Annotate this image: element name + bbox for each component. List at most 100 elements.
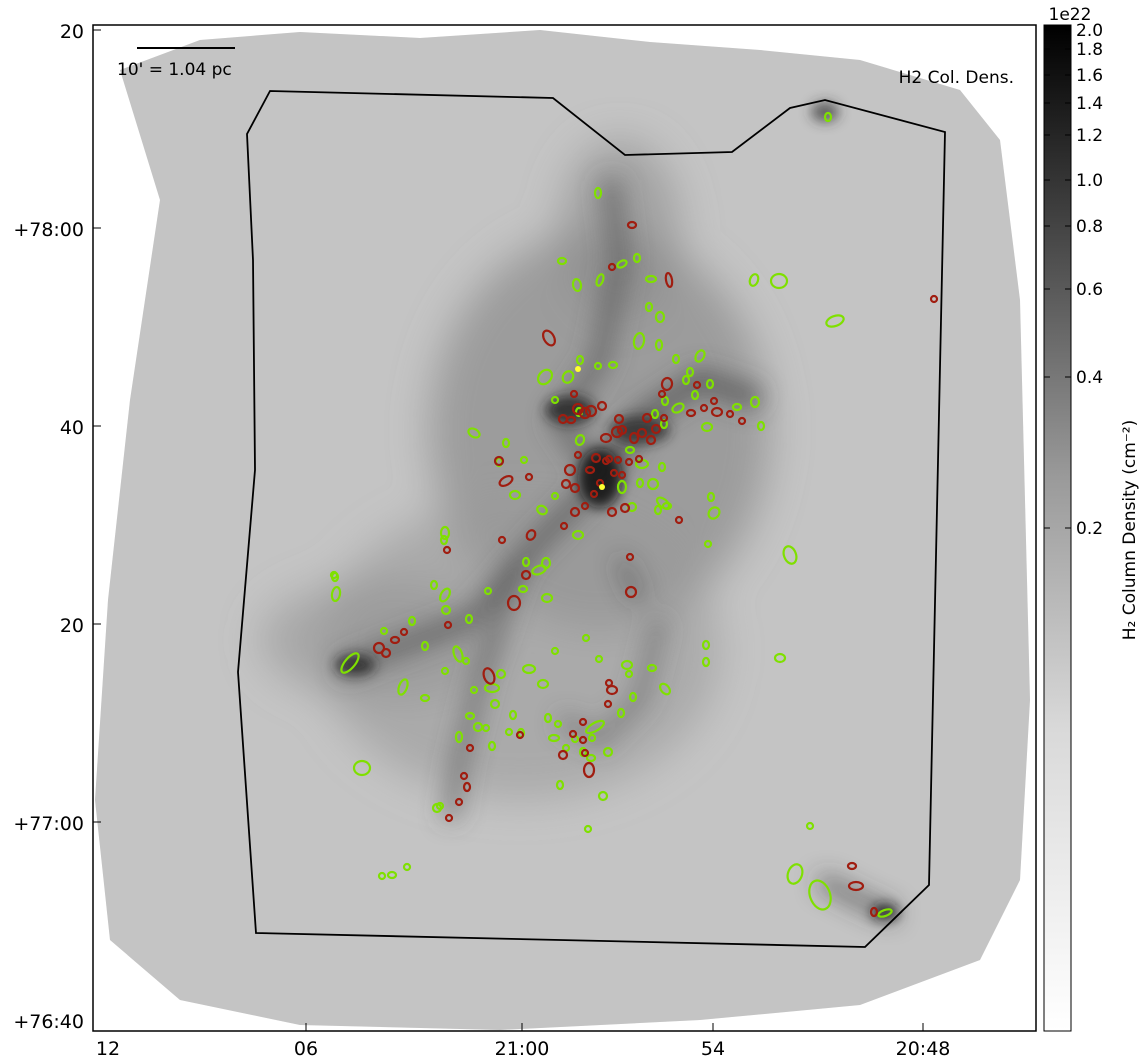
red-source-ellipse bbox=[709, 396, 719, 406]
red-source-ellipse bbox=[578, 735, 588, 745]
map-label: H2 Col. Dens. bbox=[899, 68, 1014, 88]
red-source-ellipse bbox=[601, 456, 611, 466]
red-source-ellipse bbox=[660, 376, 674, 392]
red-source-ellipse bbox=[674, 515, 684, 525]
red-source-ellipse bbox=[389, 635, 401, 645]
green-source-ellipse bbox=[786, 863, 804, 885]
green-source-ellipse bbox=[661, 501, 673, 511]
red-source-ellipse bbox=[929, 294, 939, 304]
colorbar-tick-label: 0.6 bbox=[1076, 280, 1103, 300]
green-source-ellipse bbox=[556, 256, 568, 266]
yellow-sources bbox=[575, 366, 605, 490]
colorbar-tick-label: 0.8 bbox=[1076, 217, 1103, 237]
green-source-ellipse bbox=[646, 663, 658, 673]
green-source-ellipse bbox=[419, 693, 431, 703]
red-source-ellipse bbox=[559, 521, 569, 531]
green-source-ellipse bbox=[616, 707, 626, 719]
red-source-ellipse bbox=[692, 380, 702, 390]
red-source-ellipse bbox=[524, 472, 534, 482]
green-source-ellipse bbox=[646, 477, 660, 491]
red-source-ellipse bbox=[399, 627, 409, 637]
red-source-ellipse bbox=[650, 423, 662, 435]
red-source-ellipse bbox=[582, 761, 596, 779]
green-source-ellipse bbox=[464, 613, 474, 625]
colorbar-tick-label: 1.8 bbox=[1076, 40, 1103, 60]
x-tick-label: 54 bbox=[701, 1038, 725, 1060]
green-source-ellipse bbox=[808, 879, 832, 911]
green-source-ellipse bbox=[330, 585, 342, 603]
green-source-ellipse bbox=[581, 633, 591, 643]
green-source-ellipse bbox=[671, 402, 685, 414]
red-source-ellipse bbox=[565, 415, 577, 425]
red-source-ellipse bbox=[610, 425, 624, 439]
green-source-ellipse bbox=[440, 604, 452, 616]
green-source-ellipse bbox=[632, 331, 646, 351]
colorbar-tick-label: 1.6 bbox=[1076, 66, 1103, 86]
red-source-ellipse bbox=[515, 730, 525, 740]
green-source-ellipse bbox=[583, 824, 593, 834]
red-source-ellipse bbox=[609, 468, 619, 478]
scale-bar-label: 10' = 1.04 pc bbox=[117, 60, 232, 80]
red-source-ellipse bbox=[584, 465, 596, 475]
y-tick-label: +78:00 bbox=[13, 219, 84, 241]
green-source-ellipse bbox=[454, 730, 464, 744]
red-source-ellipse bbox=[636, 427, 648, 439]
red-source-ellipse bbox=[846, 861, 858, 871]
red-source-ellipse bbox=[664, 271, 674, 289]
green-source-ellipse bbox=[593, 186, 603, 200]
red-source-ellipse bbox=[628, 431, 640, 445]
green-source-ellipse bbox=[561, 370, 575, 384]
green-source-ellipse bbox=[616, 259, 628, 269]
green-source-ellipse bbox=[748, 273, 760, 287]
colorbar-tick-label: 1.0 bbox=[1076, 171, 1103, 191]
green-source-ellipse bbox=[397, 678, 409, 696]
green-source-ellipse bbox=[537, 368, 553, 386]
green-source-ellipse bbox=[597, 790, 609, 802]
green-source-ellipse bbox=[464, 711, 476, 721]
green-source-ellipse bbox=[420, 640, 430, 652]
x-tick-label: 12 bbox=[96, 1038, 120, 1060]
green-source-ellipse bbox=[694, 349, 706, 363]
red-source-ellipse bbox=[442, 545, 452, 555]
green-source-ellipse bbox=[706, 491, 716, 503]
green-source-ellipse bbox=[571, 277, 583, 293]
red-source-ellipse bbox=[590, 452, 602, 464]
green-source-ellipse bbox=[508, 489, 522, 501]
red-source-ellipse bbox=[560, 478, 572, 490]
green-source-ellipse bbox=[495, 668, 507, 680]
green-source-ellipse bbox=[585, 719, 605, 735]
green-source-ellipse bbox=[340, 652, 360, 674]
green-source-ellipse bbox=[593, 361, 603, 371]
red-source-ellipse bbox=[569, 482, 581, 494]
red-source-ellipse bbox=[624, 585, 638, 599]
green-source-ellipse bbox=[773, 652, 787, 664]
x-axis: 12 06 21:00 54 20:48 bbox=[96, 1023, 950, 1060]
red-source-ellipse bbox=[569, 506, 581, 518]
red-source-ellipse bbox=[482, 667, 496, 685]
green-source-ellipse bbox=[620, 659, 634, 671]
green-source-ellipse bbox=[519, 455, 529, 465]
green-source-ellipse bbox=[658, 682, 672, 696]
red-source-ellipse bbox=[699, 403, 709, 413]
green-source-ellipse bbox=[508, 709, 518, 721]
red-source-ellipse bbox=[569, 389, 579, 399]
green-source-ellipse bbox=[440, 666, 450, 676]
green-source-ellipse bbox=[504, 727, 514, 737]
red-source-ellipse bbox=[520, 569, 532, 581]
green-source-ellipse bbox=[624, 445, 636, 455]
green-source-ellipse bbox=[654, 338, 664, 352]
red-source-ellipse bbox=[542, 329, 556, 347]
green-source-ellipse bbox=[481, 723, 491, 733]
red-source-ellipse bbox=[584, 404, 598, 418]
green-source-ellipse bbox=[543, 712, 553, 724]
green-source-ellipse bbox=[402, 862, 412, 872]
green-source-ellipse bbox=[547, 733, 561, 743]
red-source-ellipse bbox=[578, 717, 588, 727]
red-source-ellipse bbox=[624, 457, 634, 467]
red-source-ellipse bbox=[498, 474, 514, 488]
red-source-ellipse bbox=[454, 797, 464, 807]
red-source-ellipse bbox=[459, 771, 469, 781]
red-source-ellipse bbox=[616, 424, 628, 436]
green-source-ellipse bbox=[575, 354, 585, 366]
